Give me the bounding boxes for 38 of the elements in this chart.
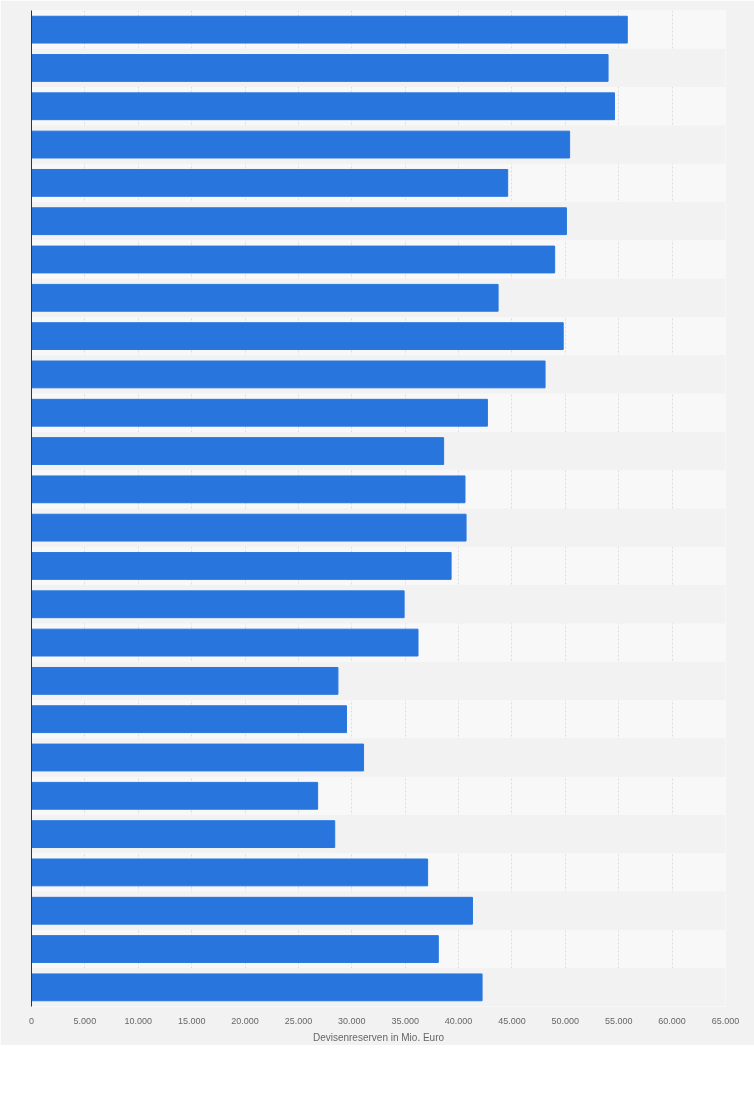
x-tick-label: 0 — [29, 1015, 35, 1026]
bar — [31, 590, 405, 619]
x-tick-label: 20.000 — [231, 1015, 259, 1026]
x-tick-label: 40.000 — [444, 1015, 473, 1026]
bar — [31, 666, 339, 695]
x-tick-label: 60.000 — [658, 1015, 686, 1026]
bar — [31, 245, 556, 274]
bar — [31, 896, 473, 925]
x-tick-label: 55.000 — [604, 1015, 633, 1026]
x-tick-label: 5.000 — [73, 1015, 97, 1026]
x-tick-label: 25.000 — [284, 1015, 313, 1026]
bar — [31, 973, 483, 1002]
bar — [31, 360, 546, 389]
bar — [31, 858, 429, 887]
bar — [31, 15, 628, 44]
bar — [31, 475, 466, 504]
bar — [31, 168, 509, 197]
bar — [31, 628, 419, 657]
bar — [31, 513, 467, 542]
bar — [31, 935, 439, 963]
bar — [31, 283, 499, 312]
bar — [31, 552, 452, 580]
x-axis-title: Devisenreserven in Mio. Euro — [312, 1031, 445, 1043]
bar — [31, 322, 564, 351]
bar — [31, 705, 347, 734]
bar — [31, 820, 336, 849]
x-tick-label: 45.000 — [498, 1015, 526, 1026]
bar — [31, 92, 615, 121]
bar — [31, 781, 319, 810]
bar — [31, 437, 445, 465]
x-tick-label: 30.000 — [338, 1015, 366, 1026]
x-tick-label: 65.000 — [711, 1015, 740, 1026]
bar — [31, 398, 488, 427]
bar — [31, 743, 365, 772]
x-tick-label: 10.000 — [124, 1015, 153, 1026]
x-tick-label: 35.000 — [391, 1015, 419, 1026]
x-tick-label: 15.000 — [177, 1015, 206, 1026]
x-tick-label: 50.000 — [551, 1015, 580, 1026]
